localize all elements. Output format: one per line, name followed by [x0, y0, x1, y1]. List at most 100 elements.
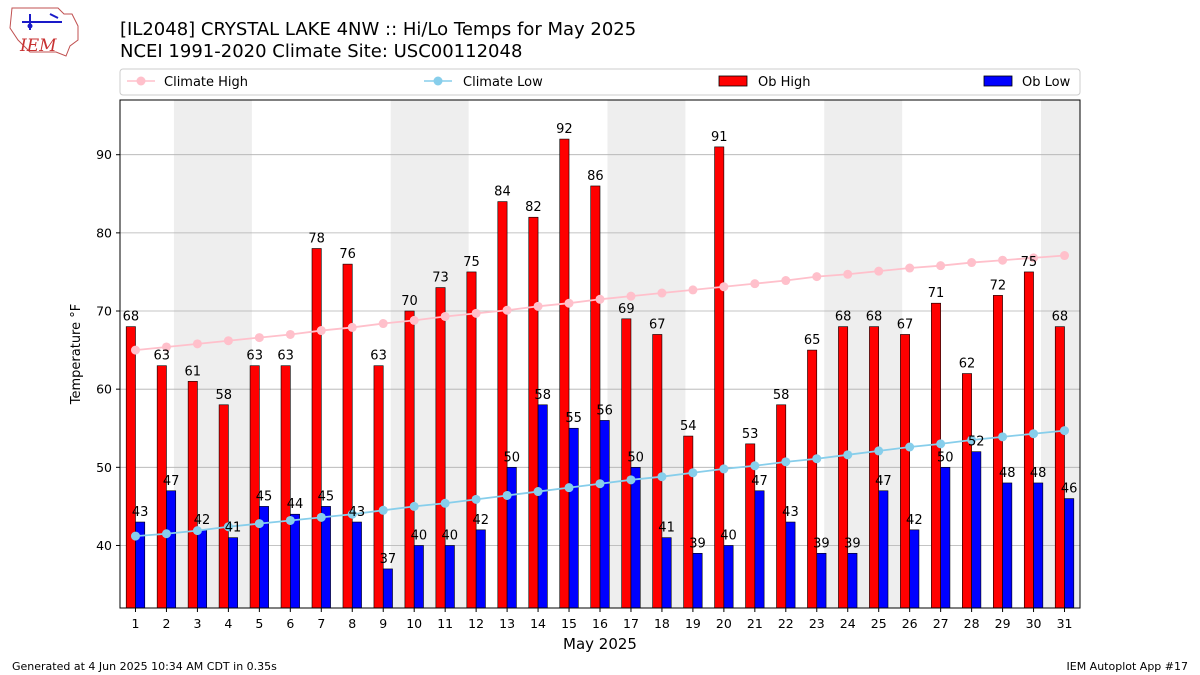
- legend-item-ob-high: Ob High: [718, 75, 811, 90]
- ob-low-bar: [1033, 482, 1044, 609]
- ob-high-bar: [404, 310, 415, 609]
- climate-low-point: [130, 531, 140, 541]
- climate-low-point: [688, 468, 698, 478]
- ob-high-value-label: 92: [556, 122, 573, 137]
- x-tick-label: 6: [286, 616, 294, 631]
- ob-low-value-label: 58: [534, 388, 551, 403]
- y-tick-label: 70: [96, 304, 112, 319]
- ob-low-bar: [382, 568, 393, 609]
- logo-text: IEM: [19, 36, 57, 56]
- ob-high-value-label: 76: [339, 247, 356, 262]
- y-tick-label: 40: [96, 538, 112, 553]
- ob-high-bar: [1054, 326, 1065, 609]
- climate-low-point: [316, 512, 326, 522]
- ob-low-value-label: 56: [596, 403, 613, 418]
- ob-high-value-label: 72: [990, 278, 1007, 293]
- y-tick-label: 60: [96, 382, 112, 397]
- x-tick-label: 22: [778, 616, 794, 631]
- ob-low-value-label: 47: [163, 474, 180, 489]
- x-tick-label: 17: [623, 616, 639, 631]
- ob-low-value-label: 43: [132, 505, 149, 520]
- ob-low-value-label: 40: [442, 528, 459, 543]
- ob-low-value-label: 37: [380, 552, 397, 567]
- ob-high-bar: [187, 381, 198, 609]
- ob-high-value-label: 62: [959, 357, 976, 372]
- x-tick-label: 12: [468, 616, 484, 631]
- climate-low-point: [533, 487, 543, 497]
- climate-low-point: [440, 498, 450, 508]
- ob-low-value-label: 41: [225, 521, 242, 536]
- ob-low-bar: [1064, 498, 1075, 609]
- x-axis-label: May 2025: [563, 635, 637, 653]
- ob-high-value-label: 75: [1021, 255, 1038, 270]
- chart-subtitle: NCEI 1991-2020 Climate Site: USC00112048: [120, 41, 522, 62]
- climate-high-point: [998, 255, 1008, 265]
- climate-high-point: [192, 339, 202, 349]
- ob-low-bar: [816, 552, 827, 609]
- ob-high-bar: [373, 365, 384, 609]
- climate-high-point: [378, 319, 388, 329]
- ob-high-bar: [1023, 271, 1034, 609]
- ob-high-bar: [311, 248, 322, 609]
- ob-high-value-label: 68: [1052, 310, 1069, 325]
- climate-high-point: [316, 326, 326, 336]
- ob-low-bar: [785, 521, 796, 609]
- legend-item-ob-low: Ob Low: [983, 75, 1071, 90]
- x-tick-label: 29: [995, 616, 1011, 631]
- ob-low-value-label: 48: [999, 466, 1016, 481]
- ob-high-value-label: 58: [215, 388, 232, 403]
- ob-low-bar: [351, 521, 362, 609]
- ob-high-value-label: 65: [804, 333, 821, 348]
- chart-title: [IL2048] CRYSTAL LAKE 4NW :: Hi/Lo Temps…: [120, 19, 636, 40]
- x-tick-label: 16: [592, 616, 608, 631]
- x-tick-label: 27: [933, 616, 949, 631]
- ob-high-value-label: 58: [773, 388, 790, 403]
- climate-low-point: [502, 490, 512, 500]
- ob-low-value-label: 45: [256, 489, 273, 504]
- climate-high-point: [688, 285, 698, 295]
- climate-low-point: [564, 483, 574, 493]
- legend-label-climate-low: Climate Low: [463, 75, 543, 90]
- climate-low-point: [843, 450, 853, 460]
- x-tick-label: 8: [348, 616, 356, 631]
- climate-low-point: [874, 446, 884, 456]
- climate-low-point: [378, 505, 388, 515]
- ob-high-value-label: 91: [711, 130, 728, 145]
- x-tick-label: 3: [193, 616, 201, 631]
- ob-high-bar: [497, 201, 508, 609]
- climate-low-point: [1029, 429, 1039, 439]
- x-tick-label: 11: [437, 616, 453, 631]
- ob-low-value-label: 55: [565, 411, 582, 426]
- climate-high-point: [843, 269, 853, 279]
- ob-low-bar: [630, 467, 641, 609]
- ob-high-value-label: 61: [185, 364, 202, 379]
- ob-low-bar: [878, 490, 889, 609]
- ob-high-bar: [900, 334, 910, 609]
- climate-low-point: [285, 515, 295, 525]
- legend: Climate High Climate Low Ob High Ob Low: [119, 68, 1081, 96]
- x-tick-label: 9: [379, 616, 387, 631]
- ob-low-value-label: 47: [751, 474, 768, 489]
- ob-low-value-label: 44: [287, 497, 304, 512]
- ob-high-value-label: 82: [525, 200, 542, 215]
- ob-high-bar: [528, 216, 539, 609]
- x-tick-label: 13: [499, 616, 515, 631]
- climate-high-point: [967, 258, 977, 268]
- ob-low-value-label: 47: [875, 474, 892, 489]
- legend-label-ob-low: Ob Low: [1022, 75, 1071, 90]
- x-tick-label: 28: [964, 616, 980, 631]
- climate-low-point: [781, 457, 791, 467]
- ob-low-bar: [754, 490, 765, 609]
- ob-high-bar: [249, 365, 260, 609]
- ob-high-value-label: 70: [401, 294, 418, 309]
- ob-low-value-label: 45: [318, 489, 335, 504]
- climate-high-point: [657, 288, 667, 298]
- climate-low-point: [998, 432, 1008, 442]
- ob-low-value-label: 42: [473, 513, 490, 528]
- climate-high-point: [781, 276, 791, 286]
- x-tick-label: 20: [716, 616, 732, 631]
- generated-timestamp: Generated at 4 Jun 2025 10:34 AM CDT in …: [12, 660, 277, 673]
- ob-high-bar: [652, 334, 663, 609]
- y-tick-label: 50: [96, 460, 112, 475]
